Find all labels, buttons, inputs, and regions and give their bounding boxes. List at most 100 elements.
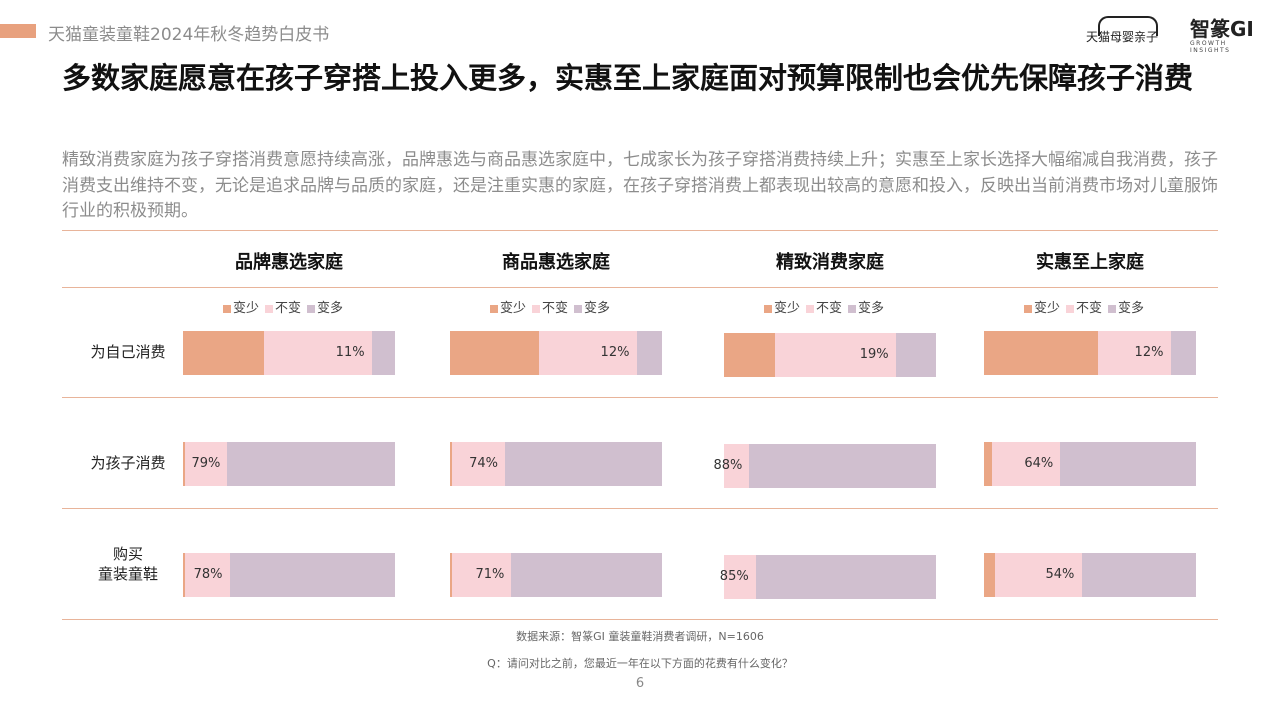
legend-label: 变少 [500, 301, 527, 316]
legend: 变少 不变 变多 [217, 297, 343, 316]
bar-segment-same [185, 442, 228, 486]
legend-swatch [532, 304, 541, 313]
data-label: 19% [859, 347, 889, 362]
legend: 变少 不变 变多 [1018, 297, 1144, 316]
legend-swatch [1066, 304, 1075, 313]
divider-line [62, 508, 1218, 509]
divider-line [62, 397, 1218, 398]
page-number: 6 [635, 676, 645, 691]
stacked-bar [450, 553, 662, 597]
data-label: 71% [475, 567, 505, 582]
legend-swatch [307, 304, 316, 313]
legend: 变少 不变 变多 [484, 297, 610, 316]
legend-label: 变少 [233, 301, 260, 316]
bar-segment-same [774, 333, 896, 377]
bar-segment-dec [450, 442, 452, 486]
gi-logo: 智篆GI GROWTH INSIGHTS [1190, 17, 1270, 54]
bar-segment-inc [636, 331, 662, 375]
bar-segment-dec [984, 553, 995, 597]
bar-segment-same [724, 555, 756, 599]
group-header: 实惠至上家庭 [1036, 252, 1144, 273]
stacked-bar [724, 444, 936, 488]
row-label: 为自己消费 [90, 343, 166, 361]
bar-segment-same [1098, 331, 1171, 375]
bar-segment-inc [1081, 553, 1196, 597]
gi-logo-subtext: GROWTH INSIGHTS [1190, 40, 1231, 54]
bar-segment-inc [505, 442, 662, 486]
bar-segment-inc [1170, 331, 1196, 375]
legend-label: 变多 [584, 301, 611, 316]
stacked-bar [984, 442, 1196, 486]
data-label: 64% [1024, 456, 1054, 471]
bar-segment-dec [183, 442, 185, 486]
row-label: 购买 童装童鞋 [97, 545, 158, 583]
row-label: 为孩子消费 [90, 454, 166, 472]
survey-question: Q：请问对比之前，您最近一年在以下方面的花费有什么变化？ [487, 657, 793, 670]
tmall-logo: 天猫母婴亲子 [1086, 16, 1168, 46]
divider-line [62, 287, 1218, 288]
bar-segment-dec [724, 333, 775, 377]
bar-segment-inc [511, 553, 662, 597]
bar-segment-dec [450, 553, 452, 597]
legend-swatch [764, 304, 772, 313]
legend-label: 不变 [1076, 301, 1103, 316]
group-header: 品牌惠选家庭 [235, 252, 343, 273]
legend-label: 不变 [275, 301, 302, 316]
stacked-bar [183, 331, 395, 375]
legend-swatch [574, 304, 583, 313]
bar-segment-same [994, 553, 1082, 597]
bar-segment-inc [229, 553, 395, 597]
legend: 变少 不变 变多 [758, 297, 884, 316]
stacked-bar [724, 555, 936, 599]
stacked-bar [450, 331, 662, 375]
cat-head-icon [1098, 16, 1158, 36]
legend-swatch [806, 304, 815, 313]
group-header: 商品惠选家庭 [502, 252, 610, 273]
bar-segment-inc [1060, 442, 1196, 486]
bar-segment-same [452, 553, 512, 597]
stacked-bar [724, 333, 936, 377]
bar-segment-dec [984, 442, 993, 486]
legend-swatch [265, 304, 274, 313]
data-label: 54% [1045, 567, 1075, 582]
data-label: 78% [193, 567, 223, 582]
legend-label: 变少 [774, 301, 801, 316]
bar-segment-inc [755, 555, 936, 599]
stacked-bar [984, 553, 1196, 597]
data-label: 74% [469, 456, 499, 471]
stacked-bar [450, 442, 662, 486]
data-source: 数据来源：智篆GI 童装童鞋消费者调研，N=1606 [516, 630, 764, 643]
legend-swatch [223, 304, 231, 313]
bar-segment-same [185, 553, 230, 597]
bar-segment-inc [227, 442, 395, 486]
legend-label: 变多 [858, 301, 885, 316]
data-label: 79% [191, 456, 221, 471]
bar-segment-same [539, 331, 637, 375]
bar-segment-inc [895, 333, 936, 377]
divider-line [62, 230, 1218, 231]
stacked-bar [984, 331, 1196, 375]
bar-segment-dec [450, 331, 540, 375]
data-label: 11% [335, 345, 365, 360]
bar-segment-same [724, 444, 750, 488]
legend-swatch [848, 304, 857, 313]
bar-segment-same [452, 442, 505, 486]
gi-logo-text: 智篆GI [1190, 17, 1254, 41]
tmall-logo-text: 天猫母婴亲子 [1086, 30, 1159, 44]
group-header: 精致消费家庭 [776, 252, 884, 273]
legend-swatch [1024, 304, 1032, 313]
bar-segment-inc [749, 444, 936, 488]
legend-label: 变少 [1034, 301, 1061, 316]
divider-line [62, 619, 1218, 620]
legend-label: 变多 [317, 301, 344, 316]
headline: 多数家庭愿意在孩子穿搭上投入更多，实惠至上家庭面对预算限制也会优先保障孩子消费 [62, 61, 1194, 95]
report-title: 天猫童装童鞋2024年秋冬趋势白皮书 [48, 25, 330, 45]
legend-swatch [1108, 304, 1117, 313]
data-label: 85% [719, 569, 749, 584]
bar-segment-dec [183, 553, 185, 597]
bar-segment-dec [984, 331, 1099, 375]
stacked-bar [183, 442, 395, 486]
legend-swatch [490, 304, 498, 313]
bar-segment-same [992, 442, 1061, 486]
data-label: 88% [713, 458, 743, 473]
